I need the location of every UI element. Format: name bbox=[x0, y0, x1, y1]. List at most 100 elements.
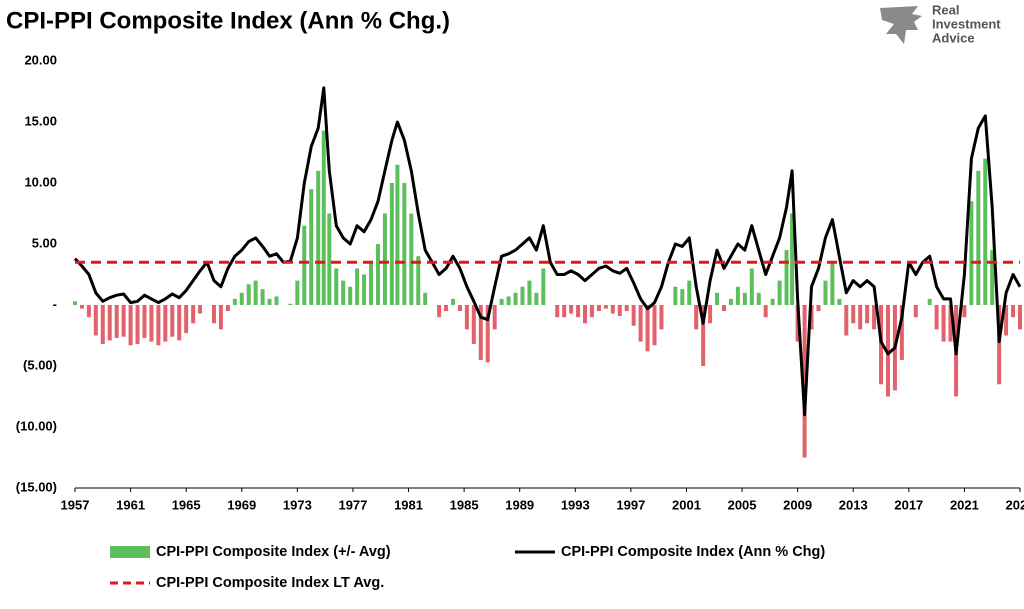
bar bbox=[149, 305, 154, 342]
bar bbox=[348, 286, 353, 305]
bar bbox=[990, 250, 995, 305]
x-tick-label: 1981 bbox=[394, 497, 423, 512]
bar bbox=[121, 305, 126, 337]
bar bbox=[701, 305, 706, 366]
bar bbox=[506, 296, 511, 305]
x-tick-label: 1957 bbox=[61, 497, 90, 512]
bar bbox=[321, 130, 326, 305]
bar bbox=[170, 305, 175, 337]
bar bbox=[100, 305, 105, 345]
chart-title: CPI-PPI Composite Index (Ann % Chg.) bbox=[6, 7, 450, 34]
bar bbox=[802, 305, 807, 458]
bar bbox=[395, 164, 400, 305]
bar bbox=[478, 305, 483, 360]
bar bbox=[253, 280, 258, 305]
y-tick-label: 5.00 bbox=[32, 235, 57, 250]
bar bbox=[375, 244, 380, 305]
bar bbox=[569, 305, 574, 314]
bar bbox=[927, 298, 932, 305]
bar bbox=[837, 298, 842, 305]
y-tick-label: 20.00 bbox=[24, 52, 57, 67]
x-tick-label: 1961 bbox=[116, 497, 145, 512]
bar bbox=[198, 305, 203, 314]
bar bbox=[184, 305, 189, 334]
bar bbox=[687, 280, 692, 305]
legend-label: CPI-PPI Composite Index (Ann % Chg) bbox=[561, 544, 825, 560]
bar bbox=[274, 296, 279, 305]
bar bbox=[225, 305, 230, 312]
x-tick-label: 1985 bbox=[450, 497, 479, 512]
bar bbox=[589, 305, 594, 318]
bar bbox=[177, 305, 182, 341]
x-tick-label: 1969 bbox=[227, 497, 256, 512]
bar bbox=[652, 305, 657, 346]
bar bbox=[962, 305, 967, 318]
y-tick-label: (10.00) bbox=[16, 418, 57, 433]
x-tick-label: 1993 bbox=[561, 497, 590, 512]
bar bbox=[534, 292, 539, 305]
bar bbox=[913, 305, 918, 318]
bar bbox=[823, 280, 828, 305]
logo-text: Investment bbox=[932, 16, 1001, 31]
bar bbox=[624, 305, 629, 312]
bar bbox=[239, 292, 244, 305]
bar bbox=[402, 183, 407, 305]
bar bbox=[715, 292, 720, 305]
bar bbox=[142, 305, 147, 338]
bar bbox=[246, 284, 251, 305]
bar bbox=[135, 305, 140, 345]
bar bbox=[191, 305, 196, 324]
bar bbox=[976, 170, 981, 305]
logo-text: Advice bbox=[932, 30, 975, 45]
bar bbox=[631, 305, 636, 326]
bar bbox=[362, 274, 367, 305]
bar bbox=[969, 201, 974, 305]
bar bbox=[721, 305, 726, 312]
bar bbox=[680, 289, 685, 305]
bar bbox=[211, 305, 216, 324]
bar bbox=[673, 286, 678, 305]
bar bbox=[617, 305, 622, 316]
bar bbox=[1011, 305, 1016, 318]
bar bbox=[93, 305, 98, 336]
bar bbox=[948, 305, 953, 342]
bar bbox=[596, 305, 601, 312]
bar bbox=[851, 305, 856, 324]
bar bbox=[865, 305, 870, 324]
y-tick-label: 10.00 bbox=[24, 174, 57, 189]
bar bbox=[858, 305, 863, 330]
y-tick-label: - bbox=[53, 296, 57, 311]
bar bbox=[218, 305, 223, 330]
bar bbox=[86, 305, 91, 318]
bar bbox=[562, 305, 567, 318]
x-tick-label: 2001 bbox=[672, 497, 701, 512]
bar bbox=[749, 268, 754, 305]
bar bbox=[790, 213, 795, 305]
bar bbox=[464, 305, 469, 330]
bar bbox=[555, 305, 560, 318]
y-tick-label: (15.00) bbox=[16, 479, 57, 494]
x-tick-label: 2025 bbox=[1006, 497, 1024, 512]
bar bbox=[382, 213, 387, 305]
bar bbox=[576, 305, 581, 318]
bar bbox=[327, 213, 332, 305]
logo: Real Investment Advice bbox=[880, 2, 1001, 45]
bar bbox=[302, 225, 307, 305]
bar bbox=[499, 298, 504, 305]
bar bbox=[638, 305, 643, 342]
bar bbox=[485, 305, 490, 363]
bar bbox=[941, 305, 946, 342]
bar bbox=[527, 280, 532, 305]
bar bbox=[369, 262, 374, 305]
bar bbox=[659, 305, 664, 330]
bar bbox=[742, 292, 747, 305]
bar bbox=[784, 250, 789, 305]
x-tick-label: 1989 bbox=[505, 497, 534, 512]
logo-mark bbox=[880, 6, 922, 44]
bar bbox=[735, 286, 740, 305]
bar bbox=[423, 292, 428, 305]
x-tick-label: 1965 bbox=[172, 497, 201, 512]
bar bbox=[728, 298, 733, 305]
bar bbox=[777, 280, 782, 305]
